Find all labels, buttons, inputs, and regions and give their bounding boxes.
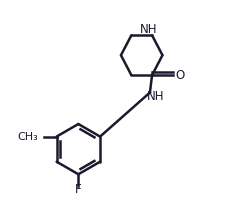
Text: F: F <box>75 183 82 196</box>
Text: NH: NH <box>147 90 164 103</box>
Text: O: O <box>176 69 185 82</box>
Text: CH₃: CH₃ <box>17 131 38 142</box>
Text: NH: NH <box>140 23 157 36</box>
